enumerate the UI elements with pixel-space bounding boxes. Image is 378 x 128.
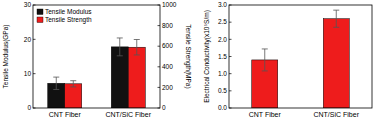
category-label: CNT Fiber <box>249 111 282 118</box>
error-bar <box>117 38 123 56</box>
tick-label: 2.5 <box>218 18 227 25</box>
bar <box>128 47 145 108</box>
legend-label: Tensile Modulus <box>45 8 92 15</box>
error-bar <box>333 10 339 27</box>
legend-label: Tensile Strength <box>45 16 92 24</box>
category-label: CNT/SiC Fiber <box>313 111 359 118</box>
bar <box>65 84 82 108</box>
tick <box>229 39 232 40</box>
tick-label: 800 <box>162 22 173 29</box>
tick-label: 1.0 <box>218 70 227 77</box>
tick <box>158 87 161 88</box>
tick-label: 30 <box>24 1 32 8</box>
tick <box>33 73 36 74</box>
tick <box>229 108 232 109</box>
tick-label: 2.0 <box>218 36 227 43</box>
axis-label: Electrical Conductivity(x10⁵S/m) <box>203 10 211 103</box>
bar <box>323 19 349 108</box>
legend: Tensile ModulusTensile Strength <box>37 8 92 24</box>
tick-label: 3.0 <box>218 1 227 8</box>
error-bar <box>262 49 268 71</box>
tick <box>229 22 232 23</box>
tick-label: 1000 <box>162 1 177 8</box>
marks <box>48 38 146 108</box>
tick-label: 0 <box>162 104 166 111</box>
tick <box>33 5 36 6</box>
frame <box>33 5 160 108</box>
tick-label: 0.5 <box>218 87 227 94</box>
tick <box>33 39 36 40</box>
tick-label: 0.0 <box>218 104 227 111</box>
tick-label: 20 <box>24 36 32 43</box>
tick-label: 600 <box>162 42 173 49</box>
error-bar <box>70 81 76 87</box>
error-bar <box>134 40 140 55</box>
tick-label: 10 <box>24 70 32 77</box>
tick <box>158 66 161 67</box>
tick <box>229 56 232 57</box>
frame <box>229 5 372 108</box>
tick <box>229 5 232 6</box>
marks <box>252 10 350 108</box>
axis-label: Tensile Modulus(GPa) <box>2 25 10 89</box>
tick-label: 0 <box>27 104 31 111</box>
chart: 0.0 0.5 1.0 1.5 2.0 2.5 3.0 Electrical Conducti… <box>203 1 372 118</box>
tick <box>33 108 36 109</box>
legend-swatch <box>37 9 43 15</box>
category-label: CNT Fiber <box>49 111 82 118</box>
error-bar <box>53 77 59 89</box>
legend-swatch <box>37 17 43 23</box>
category-label: CNT/SiC Fiber <box>105 111 151 118</box>
tick <box>229 73 232 74</box>
tick <box>158 108 161 109</box>
chart: 0 10 20 30 0 200 400 600 800 1000 Tensile Modulus(… <box>2 1 192 118</box>
tick <box>229 90 232 91</box>
figure: 0 10 20 30 0 200 400 600 800 1000 Tensile Modulus(… <box>0 0 378 128</box>
tick-label: 400 <box>162 63 173 70</box>
tick <box>158 5 161 6</box>
tick-label: 1.5 <box>218 53 227 60</box>
tick-label: 200 <box>162 84 173 91</box>
tick <box>158 46 161 47</box>
axis-label: Tensile Strength(MPa) <box>184 24 192 88</box>
tick <box>158 25 161 26</box>
